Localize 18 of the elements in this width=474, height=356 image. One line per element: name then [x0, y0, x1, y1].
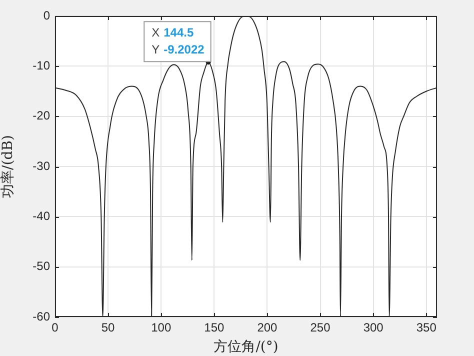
x-tick-label: 350 — [416, 320, 437, 335]
x-tick-label: 250 — [310, 320, 331, 335]
x-axis-title: 方位角/(°) — [214, 339, 278, 356]
x-tick-label: 300 — [363, 320, 384, 335]
x-tick-label: 200 — [257, 320, 278, 335]
y-tick-label: -30 — [32, 158, 50, 173]
y-tick-label: -20 — [32, 108, 50, 123]
x-tick-label: 100 — [151, 320, 172, 335]
y-tick-label: 0 — [43, 8, 50, 22]
y-tick-label: -50 — [32, 259, 50, 274]
annotation: X 144.5 Y -9.2022 — [152, 25, 205, 56]
y-tick-label: -60 — [32, 309, 50, 324]
x-tick-label: 50 — [101, 320, 116, 335]
x-tick-label: 150 — [204, 320, 224, 335]
line-series — [55, 16, 437, 317]
y-tick-label: -10 — [32, 58, 50, 72]
y-axis-title: 功率/(dB) — [0, 135, 16, 198]
y-tick-label: -40 — [32, 208, 50, 223]
